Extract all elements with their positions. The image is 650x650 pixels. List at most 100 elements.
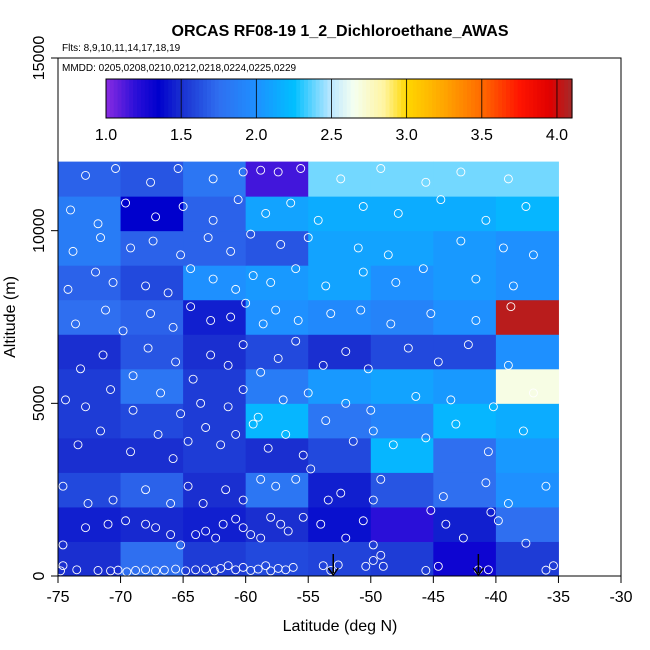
colorbar-segment <box>362 79 367 118</box>
heatmap-cell <box>58 472 122 508</box>
colorbar-segment <box>505 79 511 118</box>
colorbar-segment <box>525 79 530 118</box>
y-tick-label: 10000 <box>31 208 48 253</box>
colorbar-tick-label: 2.0 <box>245 127 267 144</box>
colorbar-segment <box>319 79 325 118</box>
sample-point <box>178 202 188 211</box>
colorbar-segment <box>354 79 360 118</box>
sample-point <box>201 564 211 574</box>
sample-point <box>471 316 481 325</box>
colorbar-segment <box>164 79 169 118</box>
sample-point <box>358 267 368 277</box>
heatmap-cell <box>495 161 559 197</box>
sample-point <box>151 566 161 576</box>
sample-point <box>173 164 183 173</box>
colorbar-tick-label: 3.5 <box>471 127 493 144</box>
sample-point <box>231 429 241 439</box>
sample-point <box>226 312 236 322</box>
colorbar-segment <box>311 79 317 118</box>
sample-point <box>291 264 301 274</box>
x-tick-label: -45 <box>422 589 445 606</box>
sample-point <box>326 309 336 318</box>
y-tick-label: 15000 <box>31 36 48 81</box>
heatmap-cell <box>58 161 122 197</box>
colorbar-segment <box>315 79 321 118</box>
colorbar-segment <box>529 79 534 118</box>
y-axis: 0 5000 10000 15000 <box>31 36 58 580</box>
colorbar-segment <box>537 79 542 118</box>
sample-point <box>353 243 363 253</box>
colorbar-segment <box>513 79 519 118</box>
sample-point <box>76 364 85 374</box>
sample-point <box>306 464 316 474</box>
heatmap-cell <box>120 368 184 404</box>
sample-point <box>316 519 326 529</box>
sample-point <box>456 167 466 177</box>
sample-point <box>451 419 461 429</box>
heatmap-cell <box>495 334 559 370</box>
heatmap-cell <box>183 299 247 335</box>
sample-point <box>458 533 468 543</box>
colorbar-segment <box>206 79 212 118</box>
colorbar-segment <box>517 79 523 118</box>
sample-point <box>323 495 333 505</box>
sample-point <box>66 205 75 215</box>
sample-point <box>481 215 491 225</box>
sample-point <box>72 565 82 575</box>
sample-point <box>253 564 263 574</box>
sample-point <box>168 322 178 332</box>
sample-point <box>146 177 156 187</box>
heatmap-cell <box>245 230 309 266</box>
sample-point <box>356 305 366 315</box>
heatmap-cell <box>245 334 309 370</box>
colorbar-segment <box>226 79 231 118</box>
sample-point <box>151 523 161 533</box>
colorbar-frame <box>105 78 573 119</box>
colorbar-segment <box>187 79 193 118</box>
colorbar-segment <box>276 79 282 118</box>
sample-point <box>248 271 258 281</box>
heatmap-cell <box>370 334 434 370</box>
heatmap-cell <box>245 368 309 404</box>
heatmap-cell <box>120 265 184 301</box>
sample-point <box>366 405 376 415</box>
sample-point <box>238 523 248 533</box>
colorbar-segment <box>564 79 569 118</box>
colorbar-segment <box>397 79 402 118</box>
sample-point <box>506 302 516 312</box>
sample-point <box>441 519 451 529</box>
sample-point <box>541 481 551 491</box>
heatmap-cell <box>433 368 497 404</box>
sample-point <box>276 519 286 529</box>
heatmap-cell <box>370 437 434 473</box>
sample-point <box>191 565 201 575</box>
heatmap-cell <box>58 368 122 404</box>
heatmap-cell <box>433 265 497 301</box>
heatmap-cell <box>245 437 309 473</box>
sample-point <box>93 566 103 575</box>
sample-point <box>163 288 173 298</box>
colorbar-segment <box>292 79 297 118</box>
heatmap-cell <box>245 506 309 542</box>
x-tick-label: -70 <box>109 589 132 606</box>
dates-note: MMDD: 0205,0208,0210,0212,0218,0224,0225… <box>62 63 297 74</box>
colorbar-segment <box>552 79 558 118</box>
heatmap-cell <box>58 196 122 232</box>
heatmap-cell <box>433 403 497 439</box>
sample-point <box>221 485 231 495</box>
colorbar-segment <box>129 79 134 118</box>
heatmap-cell <box>183 437 247 473</box>
sample-point <box>56 566 65 576</box>
colorbar-segment <box>121 79 127 118</box>
colorbar-segment <box>300 79 305 118</box>
x-tick-label: -75 <box>46 589 69 606</box>
sample-point <box>286 198 296 208</box>
sample-point <box>238 340 248 350</box>
sample-point <box>446 395 456 405</box>
sample-point <box>96 233 105 243</box>
heatmap-cell <box>370 472 434 508</box>
heatmap-cell <box>245 161 309 197</box>
sample-point <box>288 562 298 572</box>
sample-point <box>216 440 226 450</box>
